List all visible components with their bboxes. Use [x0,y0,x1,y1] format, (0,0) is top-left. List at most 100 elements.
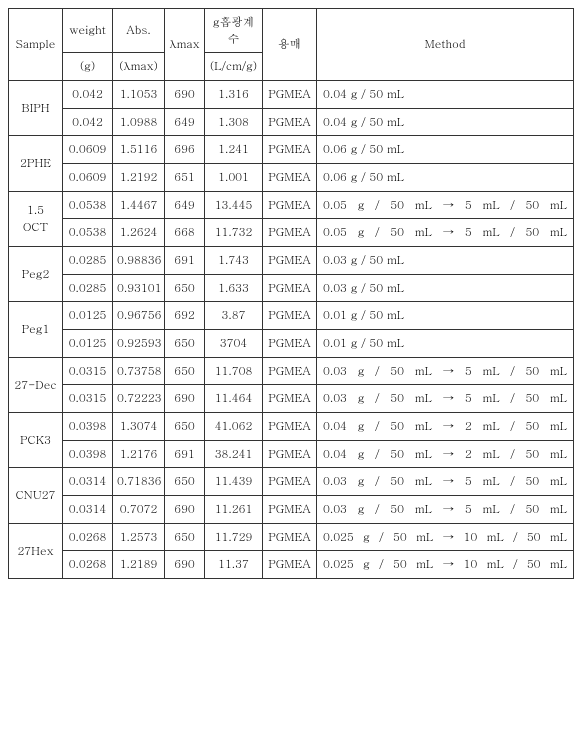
cell-method: 0.04 g / 50 mL [317,108,574,136]
cell-lmax: 649 [165,191,205,219]
cell-lmax: 651 [165,164,205,192]
header-sample: Sample [9,9,63,81]
table-row: Peg20.02850.988366911.743PGMEA0.03 g / 5… [9,247,574,275]
header-lmax: λmax [165,9,205,81]
cell-sample: 2PHE [9,136,63,191]
cell-gabs: 3704 [205,330,263,358]
absorbance-data-table: Sample weight Abs. λmax g흡광계수 용매 Method … [8,8,574,579]
cell-weight: 0.0268 [63,551,113,579]
cell-abs: 1.2192 [113,164,165,192]
cell-sample: Peg2 [9,247,63,302]
cell-lmax: 690 [165,551,205,579]
cell-solvent: PGMEA [263,468,317,496]
cell-lmax: 690 [165,385,205,413]
cell-solvent: PGMEA [263,247,317,275]
cell-solvent: PGMEA [263,440,317,468]
header-abs-sub: (λmax) [113,53,165,81]
cell-gabs: 11.37 [205,551,263,579]
cell-method: 0.025 g / 50 mL → 10 mL / 50 mL [317,523,574,551]
cell-solvent: PGMEA [263,302,317,330]
cell-lmax: 691 [165,440,205,468]
cell-weight: 0.042 [63,108,113,136]
table-row: 0.0421.09886491.308PGMEA0.04 g / 50 mL [9,108,574,136]
cell-solvent: PGMEA [263,413,317,441]
cell-weight: 0.0314 [63,496,113,524]
cell-gabs: 11.729 [205,523,263,551]
cell-weight: 0.0609 [63,164,113,192]
cell-gabs: 11.261 [205,496,263,524]
cell-weight: 0.0285 [63,247,113,275]
cell-lmax: 650 [165,468,205,496]
cell-weight: 0.0538 [63,219,113,247]
cell-sample: 1.5 OCT [9,191,63,246]
cell-weight: 0.0398 [63,413,113,441]
cell-lmax: 690 [165,496,205,524]
cell-abs: 1.5116 [113,136,165,164]
header-abs-top: Abs. [113,9,165,53]
table-row: 0.03140.707269011.261PGMEA0.03 g / 50 mL… [9,496,574,524]
cell-method: 0.06 g / 50 mL [317,164,574,192]
cell-method: 0.03 g / 50 mL → 5 mL / 50 mL [317,496,574,524]
cell-abs: 0.92593 [113,330,165,358]
cell-lmax: 692 [165,302,205,330]
cell-gabs: 11.464 [205,385,263,413]
table-row: 27-Dec0.03150.7375865011.708PGMEA0.03 g … [9,357,574,385]
cell-gabs: 11.732 [205,219,263,247]
cell-solvent: PGMEA [263,108,317,136]
cell-abs: 0.71836 [113,468,165,496]
cell-solvent: PGMEA [263,523,317,551]
cell-weight: 0.0398 [63,440,113,468]
table-row: 0.05381.262466811.732PGMEA0.05 g / 50 mL… [9,219,574,247]
cell-abs: 1.2176 [113,440,165,468]
cell-lmax: 649 [165,108,205,136]
cell-gabs: 13.445 [205,191,263,219]
header-solvent: 용매 [263,9,317,81]
cell-sample: 27-Dec [9,357,63,412]
header-weight-sub: (g) [63,53,113,81]
cell-solvent: PGMEA [263,274,317,302]
cell-gabs: 11.439 [205,468,263,496]
cell-abs: 0.93101 [113,274,165,302]
header-weight-top: weight [63,9,113,53]
cell-method: 0.03 g / 50 mL → 5 mL / 50 mL [317,468,574,496]
cell-weight: 0.0268 [63,523,113,551]
table-row: 0.06091.21926511.001PGMEA0.06 g / 50 mL [9,164,574,192]
cell-lmax: 696 [165,136,205,164]
table-row: 2PHE0.06091.51166961.241PGMEA0.06 g / 50… [9,136,574,164]
cell-solvent: PGMEA [263,496,317,524]
cell-gabs: 1.316 [205,81,263,109]
cell-lmax: 650 [165,413,205,441]
cell-weight: 0.0125 [63,302,113,330]
table-header: Sample weight Abs. λmax g흡광계수 용매 Method … [9,9,574,81]
cell-solvent: PGMEA [263,385,317,413]
cell-lmax: 650 [165,357,205,385]
cell-weight: 0.042 [63,81,113,109]
cell-solvent: PGMEA [263,357,317,385]
cell-abs: 1.2189 [113,551,165,579]
cell-lmax: 650 [165,523,205,551]
table-row: PCK30.03981.307465041.062PGMEA0.04 g / 5… [9,413,574,441]
cell-lmax: 691 [165,247,205,275]
table-row: 0.03150.7222369011.464PGMEA0.03 g / 50 m… [9,385,574,413]
cell-gabs: 1.001 [205,164,263,192]
cell-method: 0.04 g / 50 mL [317,81,574,109]
cell-gabs: 41.062 [205,413,263,441]
header-gabs-top: g흡광계수 [205,9,263,53]
cell-abs: 0.98836 [113,247,165,275]
cell-weight: 0.0285 [63,274,113,302]
header-method: Method [317,9,574,81]
cell-solvent: PGMEA [263,81,317,109]
cell-abs: 1.2573 [113,523,165,551]
cell-abs: 1.1053 [113,81,165,109]
cell-abs: 0.96756 [113,302,165,330]
cell-lmax: 650 [165,330,205,358]
cell-gabs: 3.87 [205,302,263,330]
table-row: 0.02681.218969011.37PGMEA0.025 g / 50 mL… [9,551,574,579]
cell-sample: PCK3 [9,413,63,468]
table-row: 1.5 OCT0.05381.446764913.445PGMEA0.05 g … [9,191,574,219]
cell-weight: 0.0314 [63,468,113,496]
cell-method: 0.03 g / 50 mL [317,274,574,302]
cell-sample: Peg1 [9,302,63,357]
cell-abs: 0.73758 [113,357,165,385]
table-row: 0.03981.217669138.241PGMEA0.04 g / 50 mL… [9,440,574,468]
